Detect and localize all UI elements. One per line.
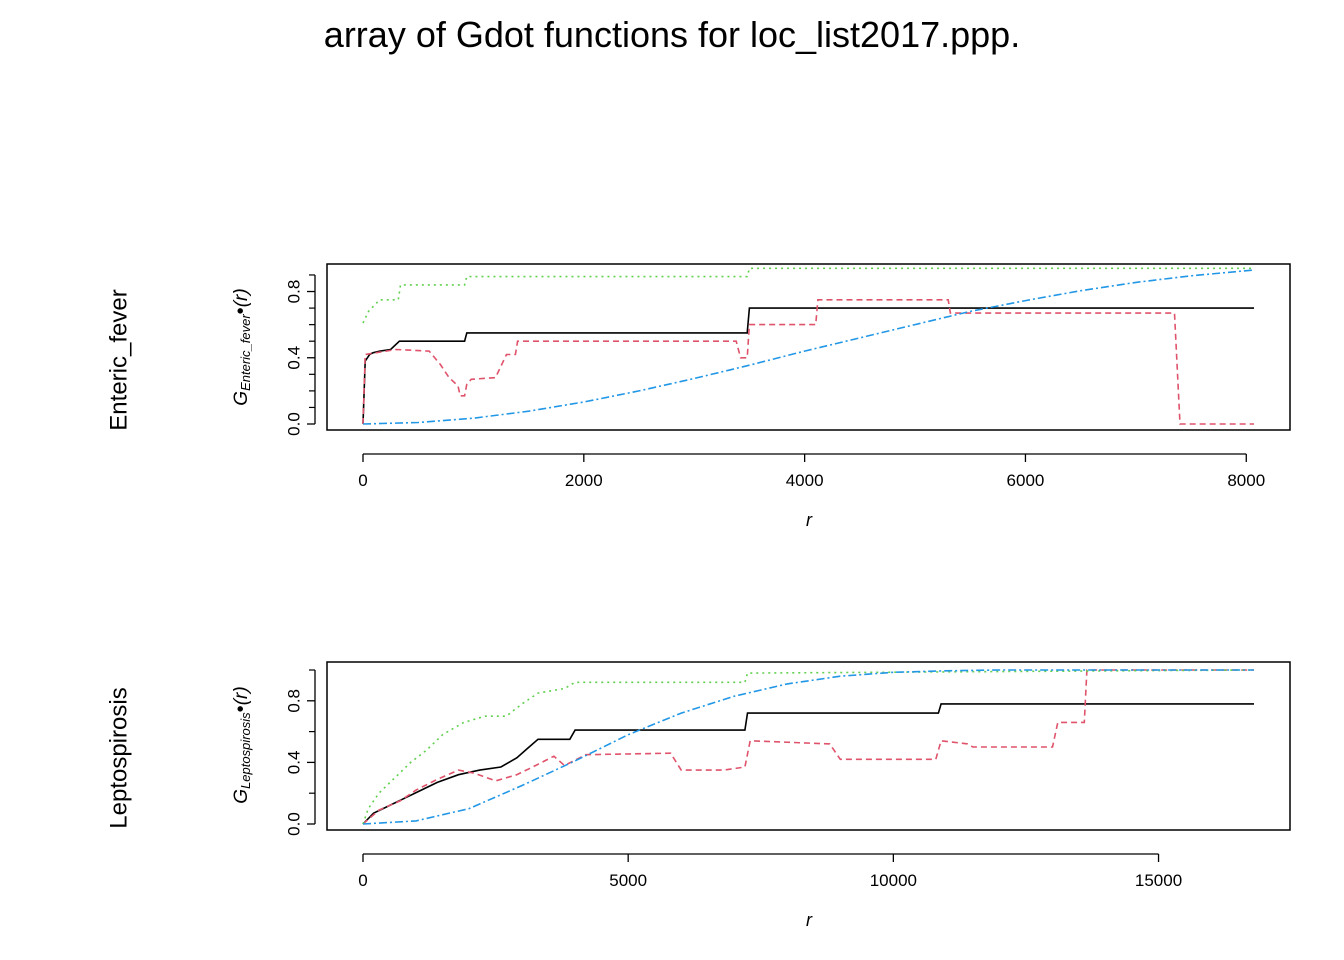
y-tick-label: 0.0 (284, 412, 303, 436)
x-tick-label: 0 (358, 471, 367, 490)
series-line (362, 669, 1254, 825)
x-tick-label: 15000 (1135, 871, 1182, 890)
x-tick-label: 6000 (1007, 471, 1045, 490)
y-tick-label: 0.4 (284, 346, 303, 370)
x-axis-label: r (806, 910, 813, 930)
series-line (362, 307, 1254, 425)
plot-frame (326, 263, 1291, 431)
y-tick-label: 0.8 (284, 689, 303, 713)
y-tick-label: 0.0 (284, 812, 303, 836)
chart-title: array of Gdot functions for loc_list2017… (323, 14, 1021, 55)
series-line (362, 269, 1255, 425)
series-line (362, 703, 1254, 825)
series-line (362, 299, 1254, 425)
x-tick-label: 5000 (609, 871, 647, 890)
x-tick-label: 4000 (786, 471, 824, 490)
y-tick-label: 0.8 (284, 280, 303, 304)
y-axis-label: GEnteric_fever•(r) (230, 288, 253, 405)
x-axis-label: r (806, 510, 813, 530)
x-tick-label: 8000 (1227, 471, 1265, 490)
row-label: Leptospirosis (105, 687, 132, 828)
x-tick-label: 10000 (870, 871, 917, 890)
row-label: Enteric_fever (105, 289, 132, 430)
x-tick-label: 0 (358, 871, 367, 890)
x-tick-label: 2000 (565, 471, 603, 490)
y-axis-label: GLeptospirosis•(r) (230, 686, 253, 803)
series-line (362, 267, 1254, 324)
plot-frame (326, 661, 1291, 831)
y-tick-label: 0.4 (284, 751, 303, 775)
series-line (362, 669, 1255, 825)
series-line (362, 669, 1254, 825)
